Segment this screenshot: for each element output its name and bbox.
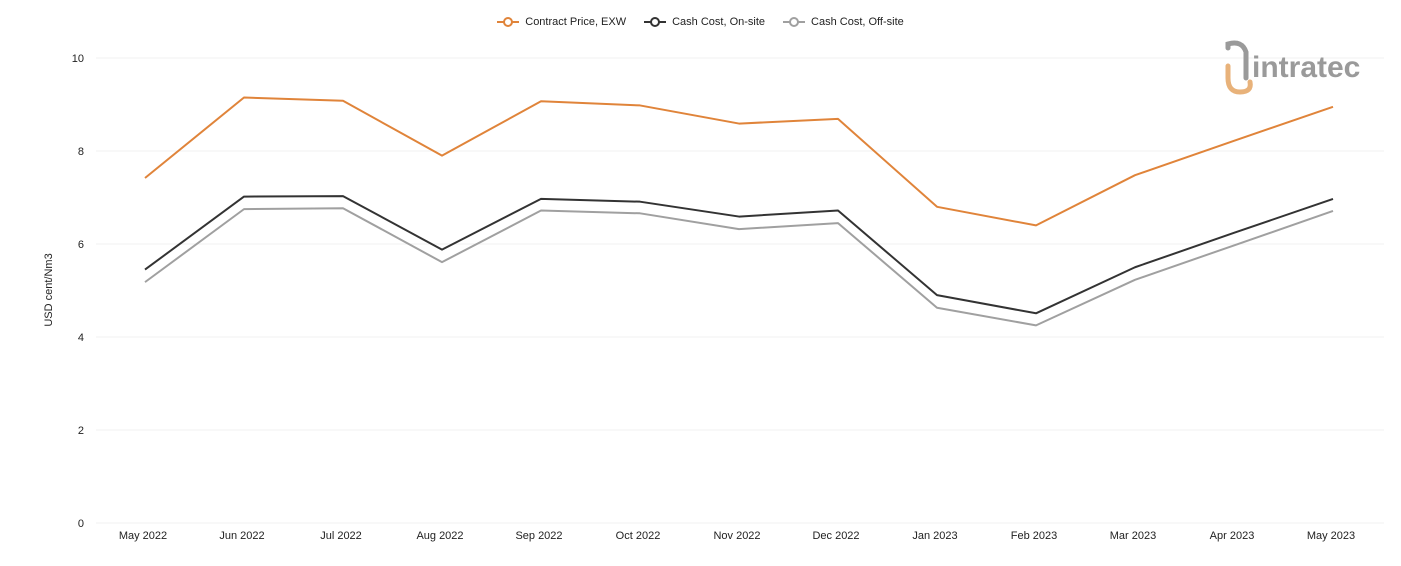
legend-label: Contract Price, EXW — [525, 16, 627, 28]
series-line-cash-cost-on-site[interactable] — [144, 195, 1334, 315]
x-tick-label: Jun 2022 — [219, 530, 264, 542]
x-tick-label: Oct 2022 — [616, 530, 661, 542]
x-axis-ticks: May 2022 Jun 2022 Jul 2022 Aug 2022 Sep 2022… — [119, 530, 1355, 542]
y-tick-label: 2 — [78, 425, 84, 437]
legend-label: Cash Cost, On-site — [672, 16, 766, 28]
y-axis-ticks: 0 2 4 6 8 10 — [72, 53, 84, 530]
x-tick-label: Aug 2022 — [416, 530, 463, 542]
series-line-cash-cost-off-site[interactable] — [144, 207, 1334, 327]
x-tick-label: Sep 2022 — [515, 530, 562, 542]
legend-item[interactable]: Cash Cost, Off-site — [783, 16, 904, 28]
series-line-contract-price-exw[interactable] — [144, 96, 1334, 227]
intratec-logo: intratec — [1225, 40, 1360, 95]
x-tick-label: Jul 2022 — [320, 530, 362, 542]
series-lines — [144, 96, 1334, 327]
legend-swatch — [783, 17, 806, 27]
x-tick-label: May 2023 — [1307, 530, 1355, 542]
legend-item[interactable]: Cash Cost, On-site — [644, 16, 765, 28]
y-tick-label: 6 — [78, 239, 84, 251]
x-tick-label: Feb 2023 — [1011, 530, 1057, 542]
x-tick-label: Apr 2023 — [1210, 530, 1255, 542]
x-tick-label: Mar 2023 — [1110, 530, 1156, 542]
y-tick-label: 10 — [72, 53, 84, 65]
legend-swatch — [644, 17, 667, 27]
legend-swatch — [497, 17, 520, 27]
legend-item[interactable]: Contract Price, EXW — [497, 16, 626, 28]
y-tick-label: 0 — [78, 518, 84, 530]
x-tick-label: Dec 2022 — [812, 530, 859, 542]
x-tick-label: May 2022 — [119, 530, 167, 542]
x-tick-label: Jan 2023 — [912, 530, 957, 542]
legend: Contract Price, EXW Cash Cost, On-site Cas… — [0, 16, 1401, 28]
logo-text: intratec — [1252, 51, 1360, 84]
x-tick-label: Nov 2022 — [713, 530, 760, 542]
y-axis-title: USD cent/Nm3 — [43, 253, 55, 326]
y-tick-label: 4 — [78, 332, 84, 344]
y-tick-label: 8 — [78, 146, 84, 158]
legend-label: Cash Cost, Off-site — [811, 16, 904, 28]
grid-lines — [96, 57, 1384, 524]
